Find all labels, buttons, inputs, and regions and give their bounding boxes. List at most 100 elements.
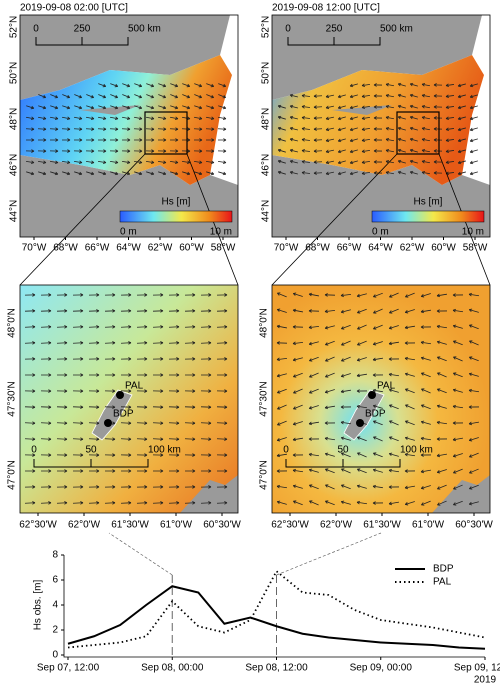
arrow-head	[127, 127, 131, 131]
arrow-head	[420, 469, 425, 474]
wave-arrow	[194, 105, 202, 109]
arrow-head	[48, 469, 52, 473]
arrow-head	[357, 342, 361, 346]
arrow-head	[224, 437, 228, 441]
arrow-head	[325, 468, 329, 472]
arrow-head	[437, 372, 441, 376]
arrow-head	[385, 93, 390, 98]
arrow-head	[80, 373, 84, 377]
lon-label: 60°W	[179, 243, 204, 254]
lon-label: 60°30'W	[203, 520, 241, 531]
arrow-head	[128, 501, 132, 505]
arrow-head	[313, 149, 317, 153]
arrow-head	[150, 160, 155, 165]
wave-arrow	[50, 105, 58, 109]
arrow-head	[192, 357, 196, 361]
wave-arrow	[385, 171, 395, 175]
arrow-head	[198, 171, 203, 176]
wave-arrow	[109, 116, 119, 120]
arrow-head	[208, 389, 212, 393]
wave-arrow	[74, 105, 82, 109]
water	[272, 55, 484, 185]
arrow-head	[357, 452, 361, 456]
wave-arrow	[373, 308, 383, 314]
y-tick-label: 4	[52, 600, 58, 611]
wave-arrow	[338, 94, 346, 98]
wave-arrow	[385, 116, 395, 120]
arrow-head	[163, 127, 167, 131]
wave-arrow	[194, 83, 202, 87]
wave-arrow	[470, 94, 478, 98]
arrow-head	[128, 309, 132, 313]
wave-arrow	[470, 105, 478, 109]
wave-arrow	[388, 469, 400, 473]
wave-arrow	[193, 160, 203, 164]
wave-arrow	[436, 325, 448, 329]
arrow-head	[67, 138, 71, 142]
wave-arrow	[404, 453, 416, 457]
arrow-head	[186, 160, 191, 165]
arrow-head	[91, 127, 95, 131]
arrow-head	[404, 485, 409, 490]
wave-arrow	[437, 469, 447, 473]
arrow-head	[186, 105, 191, 110]
arrow-head	[48, 309, 52, 313]
arrow-head	[277, 390, 281, 394]
arrow-head	[42, 94, 46, 99]
arrow-head	[48, 437, 52, 441]
arrow-head	[373, 310, 377, 314]
wave-arrow	[86, 105, 94, 109]
arrow-head	[445, 83, 449, 87]
wave-arrow	[74, 94, 82, 98]
arrow-head	[445, 116, 449, 120]
arrow-head	[126, 116, 131, 121]
arrow-head	[192, 453, 196, 457]
wave-arrow	[356, 501, 368, 505]
arrow-head	[420, 436, 425, 441]
zoom-content	[272, 285, 490, 513]
arrow-head	[356, 500, 361, 505]
colorbar-min: 0 m	[372, 227, 389, 238]
wave-arrow	[325, 340, 335, 346]
arrow-head	[421, 137, 426, 142]
arrow-head	[160, 309, 164, 313]
arrow-head	[162, 83, 167, 88]
wave-arrow	[109, 160, 119, 164]
arrow-head	[385, 115, 390, 120]
wave-arrow	[421, 309, 431, 313]
lat-label: 52°N	[9, 16, 20, 38]
arrow-head	[30, 116, 35, 121]
arrow-head	[67, 149, 71, 153]
arrow-head	[361, 94, 366, 99]
arrow-head	[420, 420, 425, 425]
land	[332, 105, 392, 115]
arrow-head	[409, 148, 414, 153]
arrow-head	[64, 469, 68, 473]
wave-arrow	[389, 389, 399, 393]
arrow-head	[341, 452, 345, 456]
land	[272, 15, 482, 100]
wave-arrow	[458, 138, 466, 142]
wave-arrow	[357, 485, 367, 489]
arrow-head	[277, 115, 282, 120]
arrow-head	[293, 500, 297, 504]
wave-arrow	[437, 484, 447, 490]
wave-arrow	[437, 500, 447, 506]
wave-arrow	[61, 116, 71, 120]
arrow-head	[469, 470, 473, 474]
arrow-head	[32, 373, 36, 377]
wave-arrow	[85, 116, 95, 120]
x-tick-label: Sep 08, 00:00	[141, 663, 204, 674]
arrow-head	[357, 436, 361, 440]
wave-arrow	[338, 105, 346, 109]
wave-arrow	[146, 105, 154, 109]
arrow-head	[445, 105, 449, 109]
scale-label: 100 km	[148, 445, 181, 456]
wave-arrow	[385, 94, 395, 98]
arrow-head	[54, 105, 59, 110]
arrow-head	[357, 468, 361, 472]
wave-arrow	[420, 341, 432, 345]
arrow-head	[187, 149, 191, 153]
lat-label: 44°N	[261, 200, 272, 222]
arrow-head	[162, 94, 166, 99]
